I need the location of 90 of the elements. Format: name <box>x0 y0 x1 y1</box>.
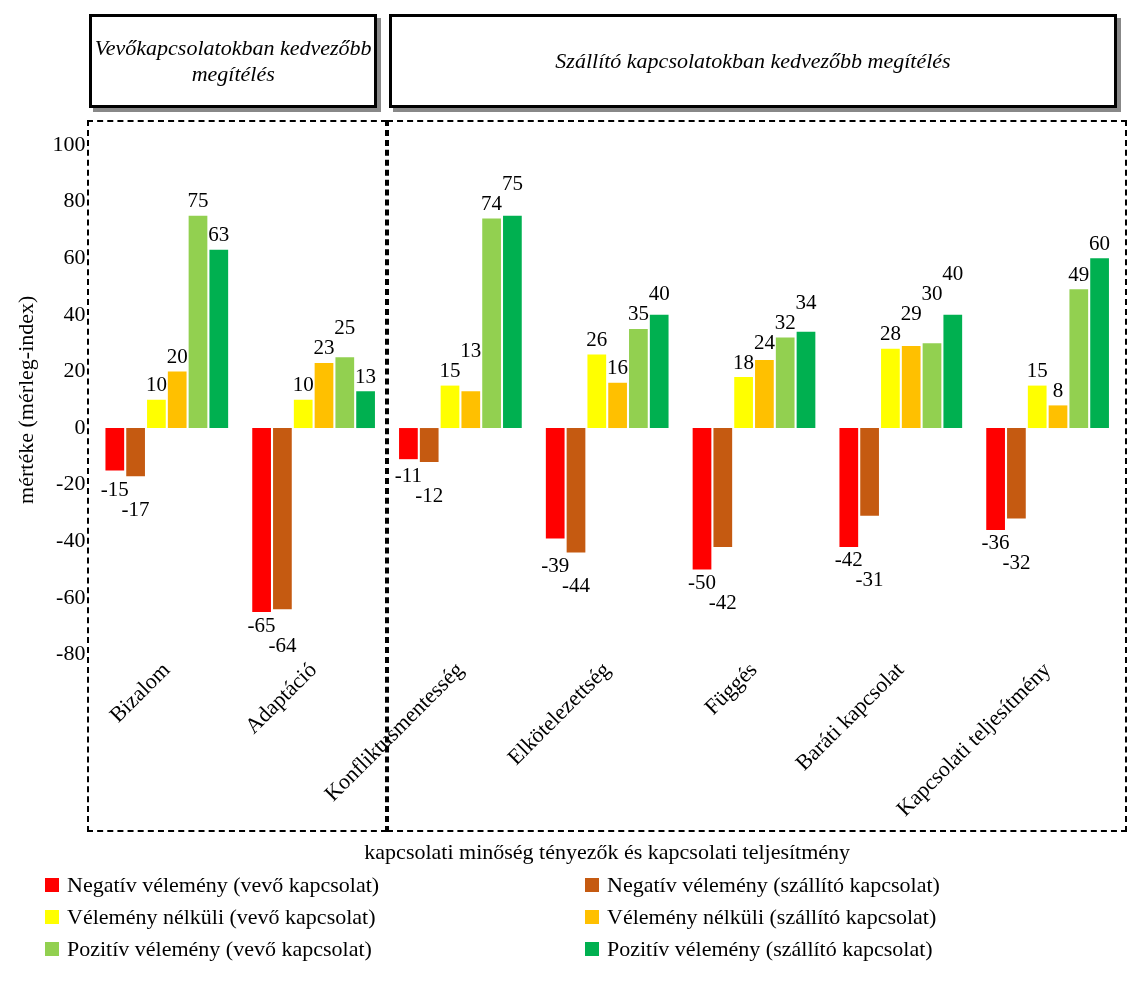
bar <box>566 428 586 553</box>
bar <box>986 428 1005 530</box>
bar <box>314 362 334 429</box>
data-label: 75 <box>187 188 209 213</box>
bar <box>796 331 816 429</box>
data-label: 32 <box>774 309 796 334</box>
data-label: 16 <box>607 355 629 380</box>
bar <box>734 377 753 429</box>
bar <box>1069 289 1089 429</box>
bar <box>1048 405 1068 429</box>
bar <box>839 428 859 547</box>
bar <box>901 345 921 429</box>
legend-label: Pozitív vélemény (szállító kapcsolat) <box>607 936 933 962</box>
legend-label: Pozitív vélemény (vevő kapcsolat) <box>67 936 372 962</box>
y-axis-title: mértéke (mérleg-index) <box>12 295 38 504</box>
bar <box>440 385 460 429</box>
data-label: 28 <box>879 321 901 346</box>
y-tick-label: 80 <box>63 187 86 213</box>
bar <box>167 371 187 429</box>
y-tick-label: -80 <box>56 640 86 666</box>
bar <box>188 215 208 429</box>
data-label: 29 <box>900 301 922 326</box>
legend-label: Vélemény nélküli (vevő kapcsolat) <box>67 904 376 930</box>
data-label: 15 <box>439 358 461 383</box>
y-tick-label: 20 <box>63 357 86 383</box>
bar <box>713 428 733 547</box>
bar <box>503 215 522 429</box>
data-label: 25 <box>334 315 356 340</box>
legend-label: Negatív vélemény (szállító kapcsolat) <box>607 872 940 898</box>
bar <box>629 328 648 429</box>
bar <box>1007 428 1026 519</box>
text: Szállító kapcsolatokban kedvezőbb megítélés <box>389 14 1117 108</box>
y-tick-label: -20 <box>56 470 86 496</box>
bar <box>755 360 774 429</box>
data-label: 23 <box>313 335 335 360</box>
bar <box>587 354 607 429</box>
bar <box>860 428 879 516</box>
bar <box>943 314 963 429</box>
data-label: 40 <box>648 281 670 306</box>
bar <box>126 428 145 477</box>
y-tick-label: 40 <box>63 300 86 326</box>
bar <box>209 249 229 429</box>
data-label: 40 <box>942 261 964 286</box>
data-label: 26 <box>586 326 608 351</box>
bar <box>147 399 166 429</box>
bar <box>608 382 627 429</box>
bar <box>1027 385 1047 429</box>
data-label: 74 <box>481 191 503 216</box>
data-label: 63 <box>208 222 230 247</box>
text: Vevőkapcsolatokban kedvezőbb megítélés <box>89 14 377 108</box>
data-label: 18 <box>733 349 755 374</box>
bar <box>335 357 355 429</box>
bar <box>273 428 292 610</box>
data-label: 75 <box>501 171 523 196</box>
bar <box>399 428 418 460</box>
bar <box>881 348 900 429</box>
y-tick-label: -60 <box>56 583 86 609</box>
x-axis-title: kapcsolati minőség tényezők és kapcsolati teljesítmény <box>364 838 851 864</box>
data-label: 10 <box>145 372 167 397</box>
data-label: 8 <box>1052 377 1064 402</box>
y-tick-label: 60 <box>63 244 86 269</box>
data-label: 24 <box>753 329 776 354</box>
data-label: 49 <box>1068 261 1090 286</box>
data-label: 30 <box>921 281 943 306</box>
bar <box>692 428 712 570</box>
data-label: 20 <box>166 343 188 368</box>
data-label: 13 <box>460 338 482 363</box>
data-label: 10 <box>292 372 314 397</box>
bar <box>482 218 501 429</box>
y-tick-label: 0 <box>74 413 86 439</box>
data-label: 13 <box>355 363 377 388</box>
bar <box>293 399 313 429</box>
y-tick-label: 100 <box>52 130 86 156</box>
bar <box>461 391 481 429</box>
bar <box>252 428 271 613</box>
legend-label: Vélemény nélküli (szállító kapcsolat) <box>607 904 937 930</box>
bar <box>1090 258 1109 429</box>
y-tick-label: -40 <box>56 527 86 553</box>
bar <box>922 343 942 429</box>
data-label: 60 <box>1089 230 1111 255</box>
data-label: 34 <box>795 289 817 314</box>
bar <box>105 428 125 471</box>
bar <box>649 314 669 429</box>
data-label: 35 <box>627 301 649 326</box>
bar <box>775 337 795 429</box>
bar <box>419 428 439 463</box>
bar <box>356 391 375 429</box>
data-label: 15 <box>1026 358 1048 383</box>
legend-label: Negatív vélemény (vevő kapcsolat) <box>67 872 380 898</box>
bar <box>545 428 565 539</box>
